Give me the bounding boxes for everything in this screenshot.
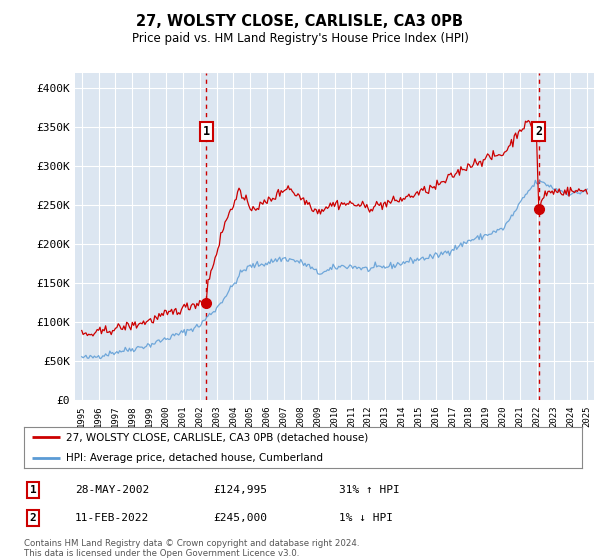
Text: 2: 2 bbox=[29, 513, 37, 523]
Text: 31% ↑ HPI: 31% ↑ HPI bbox=[339, 485, 400, 495]
Text: 2: 2 bbox=[535, 125, 542, 138]
Text: 27, WOLSTY CLOSE, CARLISLE, CA3 0PB: 27, WOLSTY CLOSE, CARLISLE, CA3 0PB bbox=[137, 14, 464, 29]
Text: 1: 1 bbox=[203, 125, 209, 138]
Text: 28-MAY-2002: 28-MAY-2002 bbox=[75, 485, 149, 495]
Text: HPI: Average price, detached house, Cumberland: HPI: Average price, detached house, Cumb… bbox=[66, 452, 323, 463]
Text: 1: 1 bbox=[29, 485, 37, 495]
Text: £124,995: £124,995 bbox=[213, 485, 267, 495]
Text: 27, WOLSTY CLOSE, CARLISLE, CA3 0PB (detached house): 27, WOLSTY CLOSE, CARLISLE, CA3 0PB (det… bbox=[66, 432, 368, 442]
Text: £245,000: £245,000 bbox=[213, 513, 267, 523]
Text: 1% ↓ HPI: 1% ↓ HPI bbox=[339, 513, 393, 523]
Text: Contains HM Land Registry data © Crown copyright and database right 2024.
This d: Contains HM Land Registry data © Crown c… bbox=[24, 539, 359, 558]
Text: Price paid vs. HM Land Registry's House Price Index (HPI): Price paid vs. HM Land Registry's House … bbox=[131, 32, 469, 45]
Text: 11-FEB-2022: 11-FEB-2022 bbox=[75, 513, 149, 523]
